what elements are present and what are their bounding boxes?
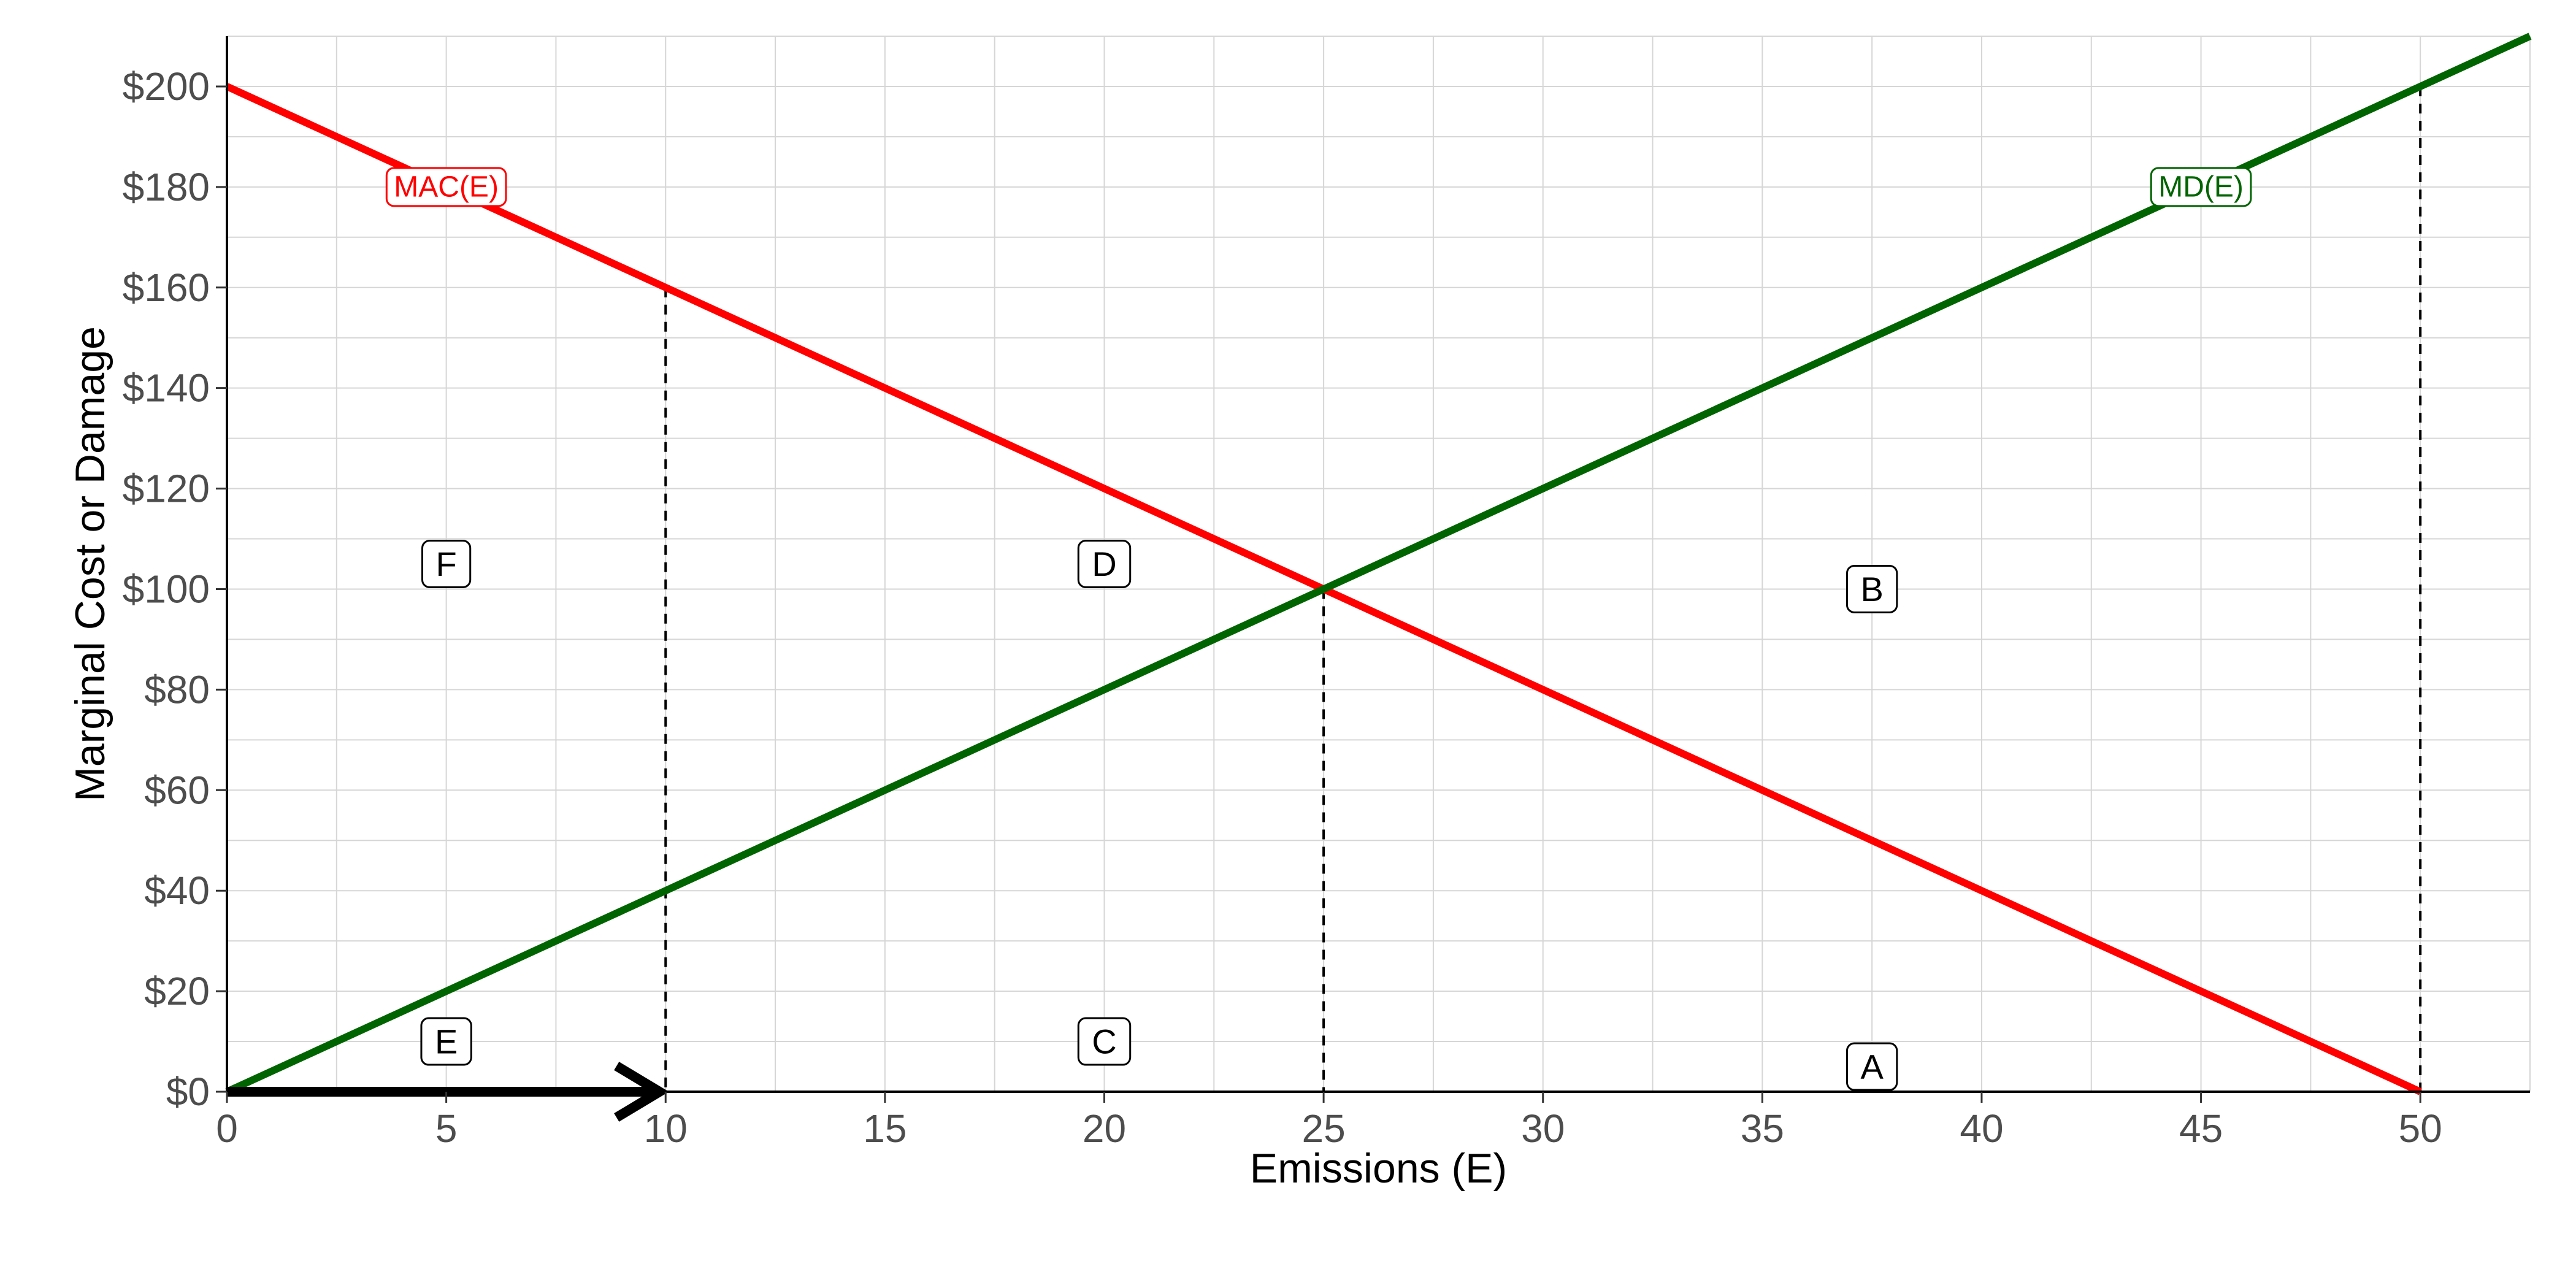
series-layer (225, 33, 2532, 1095)
series-line-md-e (225, 33, 2532, 1095)
x-tick-label: 25 (1302, 1106, 1346, 1151)
axis-layer: 0 5 10 15 20 25 30 35 40 45 50 $0 $20 $40 $60 $80 $100 $1… (123, 36, 2530, 1151)
y-tick-label: $120 (123, 467, 210, 511)
region-label-box (421, 540, 472, 588)
curve-label: MD(E) (2158, 171, 2244, 203)
y-tick-label: $20 (144, 969, 210, 1013)
x-axis-title: Emissions (E) (1250, 1145, 1507, 1192)
x-tick-label: 40 (1960, 1106, 2003, 1151)
curve-label-group: MD(E) (2150, 167, 2252, 207)
region-label: B (1860, 570, 1883, 608)
region-label: A (1860, 1048, 1884, 1086)
label-layer: MAC(E) MD(E) F D B E C A (385, 167, 2252, 1091)
curve-label: MAC(E) (394, 171, 499, 203)
region-label: E (435, 1022, 458, 1061)
region-label-group: B (1846, 564, 1898, 613)
x-tick-label: 0 (216, 1106, 238, 1151)
curve-label-box (385, 167, 507, 207)
y-tick-label: $60 (144, 768, 210, 812)
x-tick-label: 50 (2399, 1106, 2442, 1151)
region-label: D (1092, 545, 1116, 583)
y-tick-label: $160 (123, 266, 210, 310)
region-label: F (436, 545, 457, 583)
y-tick-label: $200 (123, 64, 210, 109)
region-label-group: C (1077, 1017, 1132, 1066)
y-tick-label: $100 (123, 567, 210, 611)
y-tick-label: $80 (144, 667, 210, 711)
region-label-group: E (420, 1017, 472, 1066)
region-label-group: A (1846, 1042, 1898, 1091)
y-axis-title: Marginal Cost or Damage (67, 326, 113, 802)
region-label-box (1077, 1017, 1132, 1066)
x-tick-label: 30 (1521, 1106, 1565, 1151)
x-tick-label: 20 (1083, 1106, 1126, 1151)
y-tick-label: $140 (123, 366, 210, 410)
y-tick-label: $0 (166, 1070, 210, 1114)
region-label-group: D (1077, 540, 1132, 588)
x-tick-label: 5 (435, 1106, 458, 1151)
x-tick-label: 15 (863, 1106, 907, 1151)
region-label-box (1077, 540, 1132, 588)
curve-label-box (2150, 167, 2252, 207)
y-tick-label: $40 (144, 868, 210, 913)
x-tick-label: 45 (2179, 1106, 2223, 1151)
x-tick-label: 10 (644, 1106, 688, 1151)
region-label-box (1846, 1042, 1898, 1091)
region-label-group: F (421, 540, 472, 588)
y-tick-label: $180 (123, 165, 210, 209)
curve-label-group: MAC(E) (385, 167, 507, 207)
vertical-line-layer (664, 86, 2422, 1092)
region-label-box (1846, 564, 1898, 613)
region-label-box (420, 1017, 472, 1066)
region-label: C (1092, 1022, 1116, 1061)
x-tick-label: 35 (1741, 1106, 1784, 1151)
